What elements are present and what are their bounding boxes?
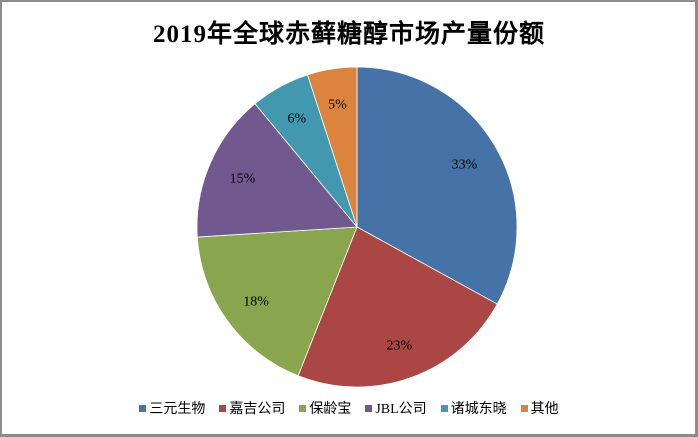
legend-item-cargill[interactable]: 嘉吉公司 bbox=[219, 398, 285, 418]
legend-item-baolingbao[interactable]: 保龄宝 bbox=[299, 398, 351, 418]
legend-swatch-icon bbox=[219, 404, 227, 412]
pie-slice-baolingbao[interactable] bbox=[196, 226, 358, 377]
legend-swatch-icon bbox=[299, 404, 307, 412]
legend-item-other[interactable]: 其他 bbox=[520, 398, 559, 418]
pie-slice-jbl[interactable] bbox=[196, 103, 358, 238]
slice-label-jbl: 15% bbox=[230, 171, 256, 186]
legend-item-zhucheng-dongxiao[interactable]: 诸城东晓 bbox=[440, 398, 507, 418]
slice-label-sanyuan: 33% bbox=[452, 157, 478, 172]
legend-label: JBL公司 bbox=[375, 402, 427, 417]
pie-slice-cargill[interactable] bbox=[297, 226, 498, 388]
legend-item-sanyuan[interactable]: 三元生物 bbox=[139, 398, 205, 418]
pie-slice-other[interactable] bbox=[307, 66, 358, 228]
legend-swatch-icon bbox=[440, 404, 448, 412]
legend-label: 诸城东晓 bbox=[450, 402, 507, 417]
legend-swatch-icon bbox=[139, 404, 147, 412]
slice-label-cargill: 23% bbox=[386, 338, 412, 353]
legend-label: 三元生物 bbox=[149, 402, 206, 417]
slice-label-other: 5% bbox=[328, 98, 347, 113]
legend-label: 其他 bbox=[530, 402, 559, 417]
legend-label: 保龄宝 bbox=[309, 402, 352, 417]
legend-swatch-icon bbox=[365, 404, 373, 412]
legend: 三元生物 嘉吉公司 保龄宝 JBL公司 诸城东晓 其他 bbox=[0, 398, 698, 418]
legend-swatch-icon bbox=[520, 404, 528, 412]
slice-label-zhucheng-dongxiao: 6% bbox=[288, 112, 307, 127]
legend-item-jbl[interactable]: JBL公司 bbox=[365, 398, 427, 418]
pie-slice-sanyuan[interactable] bbox=[356, 66, 518, 305]
slice-label-baolingbao: 18% bbox=[243, 294, 269, 309]
legend-label: 嘉吉公司 bbox=[229, 402, 286, 417]
chart-title: 2019年全球赤藓糖醇市场产量份额 bbox=[152, 21, 545, 48]
